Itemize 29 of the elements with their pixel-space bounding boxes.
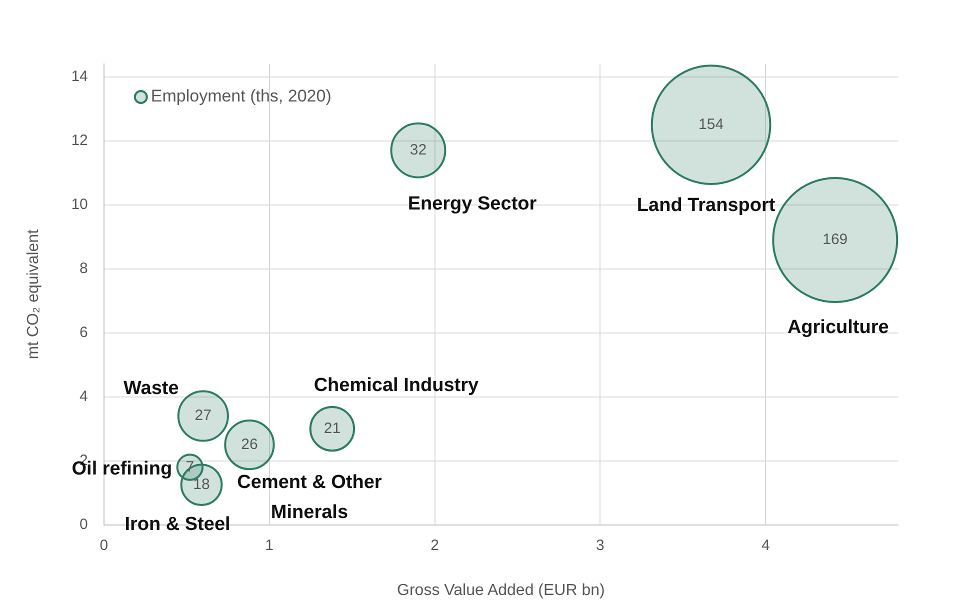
annotation: Waste bbox=[124, 378, 179, 400]
y-tick-label: 6 bbox=[80, 324, 88, 341]
annotation: Cement & Other Minerals bbox=[237, 472, 382, 524]
data-label: 26 bbox=[241, 436, 258, 453]
x-tick-label: 0 bbox=[100, 536, 108, 554]
annotation: Energy Sector bbox=[408, 194, 538, 215]
data-label: 32 bbox=[410, 142, 427, 159]
y-tick-label: 4 bbox=[80, 388, 88, 405]
x-tick-label: 4 bbox=[761, 536, 770, 554]
y-tick-label: 10 bbox=[71, 196, 88, 213]
y-tick-label: 0 bbox=[80, 516, 88, 533]
data-label: 21 bbox=[324, 420, 341, 437]
x-tick-label: 3 bbox=[596, 536, 604, 554]
annotation: Iron & Steel bbox=[124, 514, 230, 536]
annotation: Land Transport bbox=[636, 195, 776, 216]
x-axis-title: Gross Value Added (EUR bn) bbox=[397, 582, 605, 599]
annotation: Chemical Industry bbox=[314, 375, 479, 396]
data-label: 154 bbox=[698, 116, 724, 133]
legend-label: Employment (ths, 2020) bbox=[150, 86, 332, 106]
y-tick-label: 8 bbox=[80, 260, 88, 277]
x-tick-label: 2 bbox=[430, 536, 439, 554]
annotation: Agriculture bbox=[787, 317, 889, 338]
data-label: 27 bbox=[194, 407, 212, 424]
y-axis-title: mt CO₂ equivalent bbox=[25, 228, 42, 360]
data-label: 18 bbox=[193, 476, 210, 493]
y-tick-label: 14 bbox=[71, 68, 88, 85]
y-tick-label: 12 bbox=[71, 132, 88, 149]
x-tick-label: 1 bbox=[265, 536, 274, 554]
data-label: 169 bbox=[822, 231, 848, 248]
